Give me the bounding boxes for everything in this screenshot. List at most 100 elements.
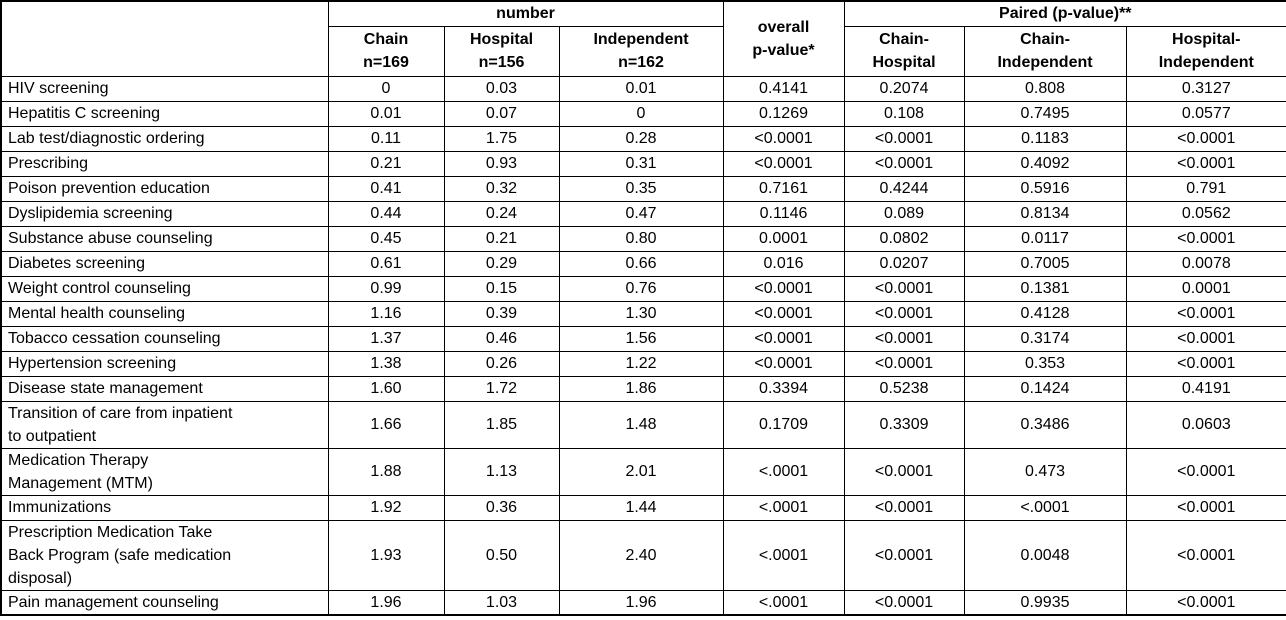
data-cell: 1.66 bbox=[327, 400, 445, 449]
row-label: Tobacco cessation counseling bbox=[0, 325, 329, 352]
data-cell: <0.0001 bbox=[722, 275, 845, 302]
data-cell: 0.31 bbox=[558, 150, 724, 177]
data-cell: 0.1183 bbox=[963, 125, 1127, 152]
data-cell: <0.0001 bbox=[843, 125, 965, 152]
table-row: Hypertension screening 1.38 0.26 1.22 <0.000… bbox=[0, 350, 1286, 377]
data-cell: <0.0001 bbox=[843, 325, 965, 352]
data-cell: 0 bbox=[327, 75, 445, 102]
data-cell: 0.5916 bbox=[963, 175, 1127, 202]
data-cell: 1.38 bbox=[327, 350, 445, 377]
data-cell: 0.99 bbox=[327, 275, 445, 302]
data-cell: 0.03 bbox=[443, 75, 560, 102]
data-cell: 0.9935 bbox=[963, 589, 1127, 616]
data-cell: 0.3127 bbox=[1125, 75, 1286, 102]
data-cell: <0.0001 bbox=[1125, 350, 1286, 377]
row-label: Hypertension screening bbox=[0, 350, 329, 377]
col-header-hospital: Hospital n=156 bbox=[443, 25, 560, 77]
table-row: Hepatitis C screening 0.01 0.07 0 0.1269 0.10… bbox=[0, 100, 1286, 127]
data-cell: 0.01 bbox=[558, 75, 724, 102]
row-label: Disease state management bbox=[0, 375, 329, 402]
row-label: Poison prevention education bbox=[0, 175, 329, 202]
data-cell: <0.0001 bbox=[722, 150, 845, 177]
data-cell: 0.32 bbox=[443, 175, 560, 202]
row-label: Diabetes screening bbox=[0, 250, 329, 277]
data-cell: 1.30 bbox=[558, 300, 724, 327]
data-cell: 1.75 bbox=[443, 125, 560, 152]
data-cell: <0.0001 bbox=[1125, 447, 1286, 496]
data-cell: 0.7005 bbox=[963, 250, 1127, 277]
data-cell: 0.2074 bbox=[843, 75, 965, 102]
data-cell: <0.0001 bbox=[1125, 494, 1286, 521]
table-row: Transition of care from inpatient to out… bbox=[0, 400, 1286, 449]
row-label: Lab test/diagnostic ordering bbox=[0, 125, 329, 152]
data-cell: 0.21 bbox=[327, 150, 445, 177]
row-label: Prescribing bbox=[0, 150, 329, 177]
row-label: Dyslipidemia screening bbox=[0, 200, 329, 227]
data-cell: 0.3309 bbox=[843, 400, 965, 449]
data-cell: 0.36 bbox=[443, 494, 560, 521]
data-cell: 0.5238 bbox=[843, 375, 965, 402]
data-cell: 1.60 bbox=[327, 375, 445, 402]
table-row: Diabetes screening 0.61 0.29 0.66 0.016 0.020… bbox=[0, 250, 1286, 277]
data-cell: <0.0001 bbox=[1125, 150, 1286, 177]
data-cell: <.0001 bbox=[722, 447, 845, 496]
data-cell: 0.41 bbox=[327, 175, 445, 202]
data-cell: 0.0207 bbox=[843, 250, 965, 277]
data-cell: 0.0001 bbox=[1125, 275, 1286, 302]
col-header-chain-hospital: Chain- Hospital bbox=[843, 25, 965, 77]
number-group-header: number bbox=[327, 0, 724, 27]
data-cell: <0.0001 bbox=[1125, 225, 1286, 252]
data-cell: 1.93 bbox=[327, 519, 445, 591]
data-cell: 2.01 bbox=[558, 447, 724, 496]
data-cell: 0.0001 bbox=[722, 225, 845, 252]
data-cell: 0.45 bbox=[327, 225, 445, 252]
table-row: Tobacco cessation counseling 1.37 0.46 1.56… bbox=[0, 325, 1286, 352]
data-cell: 1.22 bbox=[558, 350, 724, 377]
table-row: Disease state management 1.60 1.72 1.86 0.33… bbox=[0, 375, 1286, 402]
data-cell: 0.3174 bbox=[963, 325, 1127, 352]
data-cell: 0.3486 bbox=[963, 400, 1127, 449]
data-cell: <0.0001 bbox=[843, 519, 965, 591]
col-header-chain-independent: Chain- Independent bbox=[963, 25, 1127, 77]
data-cell: <0.0001 bbox=[1125, 589, 1286, 616]
data-cell: 1.92 bbox=[327, 494, 445, 521]
data-cell: 1.13 bbox=[443, 447, 560, 496]
data-cell: <0.0001 bbox=[843, 494, 965, 521]
data-cell: 1.16 bbox=[327, 300, 445, 327]
table-row: Substance abuse counseling 0.45 0.21 0.80 0.… bbox=[0, 225, 1286, 252]
data-cell: 0.4092 bbox=[963, 150, 1127, 177]
data-cell: 0.21 bbox=[443, 225, 560, 252]
data-cell: 0.0802 bbox=[843, 225, 965, 252]
data-cell: <0.0001 bbox=[843, 275, 965, 302]
row-label: Weight control counseling bbox=[0, 275, 329, 302]
col-header-chain: Chain n=169 bbox=[327, 25, 445, 77]
row-label: Mental health counseling bbox=[0, 300, 329, 327]
data-cell: 0.1146 bbox=[722, 200, 845, 227]
data-cell: 0.93 bbox=[443, 150, 560, 177]
data-cell: <0.0001 bbox=[722, 300, 845, 327]
data-cell: <0.0001 bbox=[1125, 325, 1286, 352]
data-cell: 0.01 bbox=[327, 100, 445, 127]
data-cell: 0.0048 bbox=[963, 519, 1127, 591]
data-cell: 0.016 bbox=[722, 250, 845, 277]
data-cell: 0.473 bbox=[963, 447, 1127, 496]
data-cell: 0.24 bbox=[443, 200, 560, 227]
data-cell: 1.96 bbox=[327, 589, 445, 616]
row-label: HIV screening bbox=[0, 75, 329, 102]
data-cell: 0.808 bbox=[963, 75, 1127, 102]
col-header-independent: Independent n=162 bbox=[558, 25, 724, 77]
data-cell: 0.1424 bbox=[963, 375, 1127, 402]
data-cell: 1.72 bbox=[443, 375, 560, 402]
data-cell: <0.0001 bbox=[843, 350, 965, 377]
paired-pvalue-group-header: Paired (p-value)** bbox=[843, 0, 1286, 27]
data-cell: 1.86 bbox=[558, 375, 724, 402]
data-cell: 0.4191 bbox=[1125, 375, 1286, 402]
data-cell: <.0001 bbox=[722, 589, 845, 616]
row-label: Medication Therapy Management (MTM) bbox=[0, 447, 329, 496]
data-cell: 0.4244 bbox=[843, 175, 965, 202]
data-cell: 1.03 bbox=[443, 589, 560, 616]
data-cell: 0.4141 bbox=[722, 75, 845, 102]
data-cell: 0 bbox=[558, 100, 724, 127]
data-cell: <0.0001 bbox=[843, 300, 965, 327]
